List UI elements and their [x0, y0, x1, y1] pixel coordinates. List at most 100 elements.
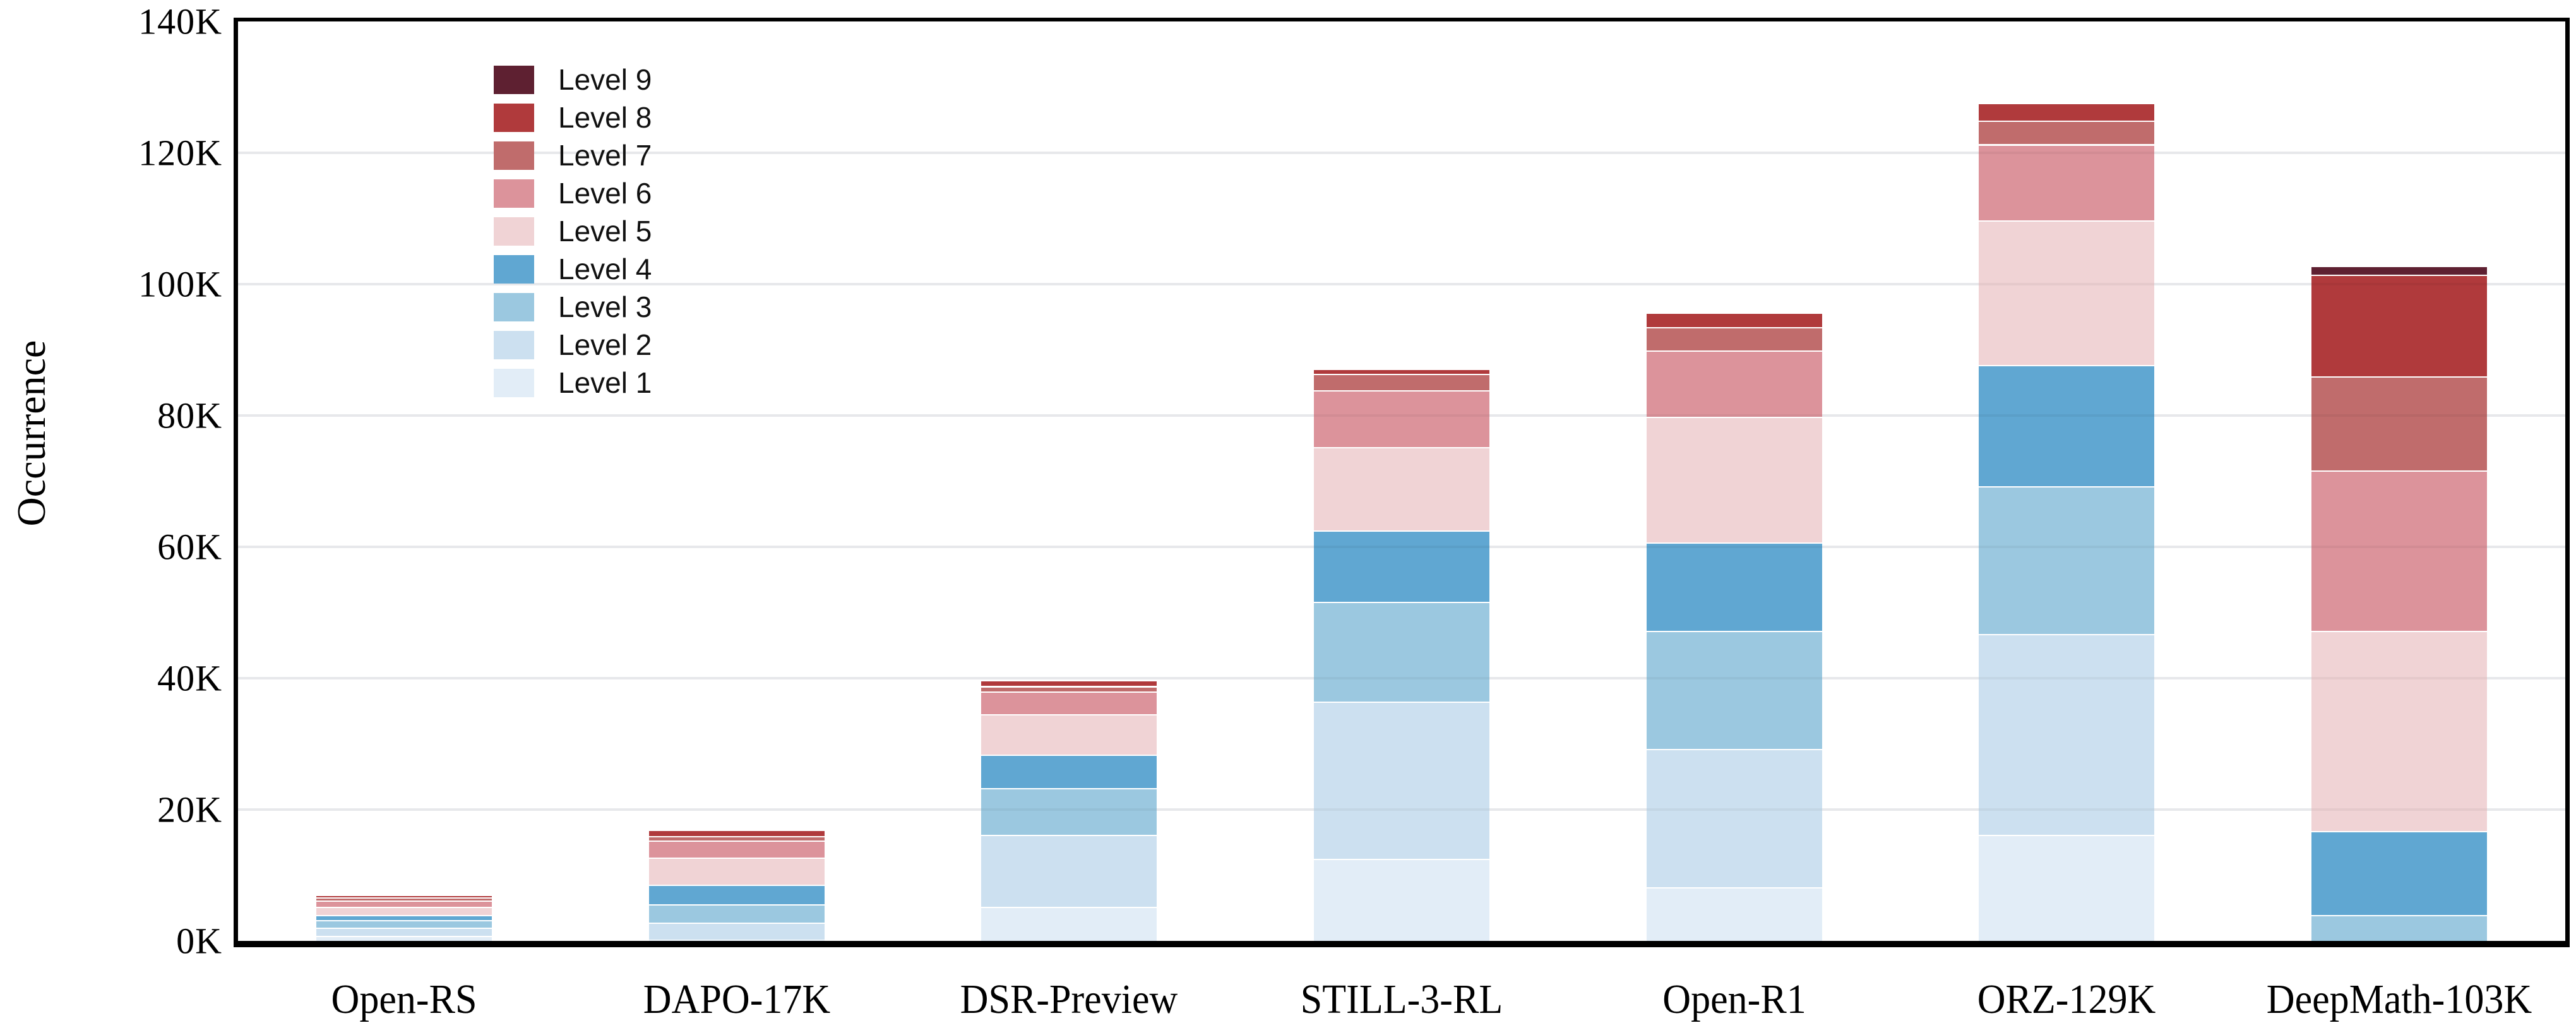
bar-segment-Open-R1-level-6 [1646, 350, 1822, 417]
legend-label: Level 5 [558, 215, 652, 248]
bar-segment-Open-RS-level-2 [316, 927, 492, 936]
bar-segment-DSR-Preview-level-4 [981, 755, 1157, 789]
bar-segment-STILL-3-RL-level-8 [1314, 369, 1489, 374]
legend-swatch-icon [494, 217, 534, 246]
gridline-60K [238, 546, 2565, 548]
legend-label: Level 1 [558, 366, 652, 399]
bar-segment-DeepMath-103K-level-4 [2311, 831, 2487, 916]
bar-segment-DAPO-17K-level-4 [648, 885, 825, 904]
bar-segment-Open-R1-level-2 [1646, 749, 1822, 887]
bar-segment-Open-RS-level-4 [316, 914, 492, 921]
legend-item-level-4: Level 4 [494, 250, 652, 288]
legend-swatch-icon [494, 103, 534, 132]
bar-segment-STILL-3-RL-level-7 [1314, 374, 1489, 391]
bar-segment-Open-R1-level-5 [1646, 417, 1822, 542]
bar-segment-DAPO-17K-level-8 [648, 830, 825, 837]
bar-segment-ORZ-129K-level-1 [1979, 834, 2155, 941]
bar-segment-Open-R1-level-3 [1646, 631, 1822, 750]
bar-segment-Open-R1-level-7 [1646, 326, 1822, 351]
legend-item-level-9: Level 9 [494, 61, 652, 99]
legend: Level 9 Level 8 Level 7 Level 6 Level 5 Level… [494, 61, 652, 402]
bar-ORZ-129K [1979, 21, 2155, 941]
bar-segment-DAPO-17K-level-7 [648, 836, 825, 841]
bar-segment-DAPO-17K-level-6 [648, 841, 825, 858]
bar-Open-RS [316, 21, 492, 941]
legend-swatch-icon [494, 330, 534, 359]
legend-swatch-icon [494, 179, 534, 208]
bar-segment-ORZ-129K-level-2 [1979, 634, 2155, 835]
bar-segment-DeepMath-103K-level-3 [2311, 915, 2487, 941]
bar-segment-Open-R1-level-8 [1646, 312, 1822, 327]
bar-segment-STILL-3-RL-level-1 [1314, 859, 1489, 941]
bar-segment-DSR-Preview-level-5 [981, 714, 1157, 755]
legend-label: Level 4 [558, 253, 652, 285]
bar-segment-DAPO-17K-level-1 [648, 939, 825, 941]
bar-segment-DAPO-17K-level-3 [648, 904, 825, 923]
legend-item-level-7: Level 7 [494, 136, 652, 174]
bar-segment-DSR-Preview-level-8 [981, 679, 1157, 686]
bar-segment-STILL-3-RL-level-4 [1314, 530, 1489, 602]
y-tick-label-60K: 60K [157, 526, 222, 568]
bar-segment-ORZ-129K-level-7 [1979, 121, 2155, 145]
legend-swatch-icon [494, 292, 534, 321]
x-category-label-Open-RS: Open-RS [331, 976, 477, 1022]
bar-segment-Open-R1-level-1 [1646, 887, 1822, 941]
legend-label: Level 7 [558, 139, 652, 172]
bar-segment-ORZ-129K-level-5 [1979, 220, 2155, 365]
bar-STILL-3-RL [1314, 21, 1489, 941]
legend-item-level-2: Level 2 [494, 326, 652, 364]
legend-item-level-3: Level 3 [494, 288, 652, 326]
bar-segment-Open-RS-level-3 [316, 920, 492, 928]
legend-label: Level 9 [558, 63, 652, 96]
legend-swatch-icon [494, 368, 534, 397]
x-category-label-ORZ-129K: ORZ-129K [1977, 976, 2156, 1022]
bar-segment-STILL-3-RL-level-6 [1314, 390, 1489, 447]
x-category-label-Open-R1: Open-R1 [1662, 976, 1806, 1022]
gridline-120K [238, 152, 2565, 154]
bar-segment-Open-RS-level-1 [316, 935, 492, 941]
bar-segment-DSR-Preview-level-3 [981, 788, 1157, 835]
bar-segment-STILL-3-RL-level-5 [1314, 446, 1489, 530]
bar-segment-DeepMath-103K-level-7 [2311, 376, 2487, 471]
bar-segment-DeepMath-103K-level-5 [2311, 631, 2487, 832]
x-category-label-DeepMath-103K: DeepMath-103K [2266, 976, 2532, 1022]
legend-label: Level 8 [558, 101, 652, 134]
bar-segment-Open-RS-level-8 [316, 894, 492, 898]
legend-swatch-icon [494, 65, 534, 94]
x-category-label-STILL-3-RL: STILL-3-RL [1300, 976, 1503, 1022]
y-tick-label-140K: 140K [138, 1, 222, 42]
bar-segment-Open-R1-level-4 [1646, 542, 1822, 631]
bar-segment-DAPO-17K-level-5 [648, 858, 825, 885]
bar-DeepMath-103K [2311, 21, 2487, 941]
bar-segment-DSR-Preview-level-7 [981, 686, 1157, 691]
bar-segment-STILL-3-RL-level-2 [1314, 702, 1489, 859]
legend-item-level-8: Level 8 [494, 99, 652, 136]
legend-label: Level 2 [558, 328, 652, 361]
legend-item-level-5: Level 5 [494, 212, 652, 250]
bar-segment-DAPO-17K-level-2 [648, 922, 825, 940]
x-category-label-DSR-Preview: DSR-Preview [960, 976, 1178, 1022]
bar-segment-Open-RS-level-6 [316, 900, 492, 907]
y-tick-label-40K: 40K [157, 657, 222, 699]
y-tick-label-20K: 20K [157, 789, 222, 830]
legend-label: Level 6 [558, 177, 652, 210]
gridline-100K [238, 283, 2565, 285]
x-category-label-DAPO-17K: DAPO-17K [643, 976, 831, 1022]
bar-segment-DSR-Preview-level-6 [981, 691, 1157, 714]
legend-swatch-icon [494, 254, 534, 284]
bar-segment-ORZ-129K-level-4 [1979, 364, 2155, 487]
bar-segment-ORZ-129K-level-3 [1979, 486, 2155, 635]
legend-swatch-icon [494, 141, 534, 170]
bar-DSR-Preview [981, 21, 1157, 941]
gridline-20K [238, 808, 2565, 811]
y-tick-label-120K: 120K [138, 132, 222, 174]
legend-item-level-1: Level 1 [494, 364, 652, 402]
y-tick-label-100K: 100K [138, 263, 222, 305]
bar-segment-DeepMath-103K-level-6 [2311, 470, 2487, 631]
gridline-40K [238, 677, 2565, 679]
bar-segment-Open-RS-level-5 [316, 906, 492, 915]
bar-segment-Open-RS-level-7 [316, 897, 492, 901]
bar-segment-STILL-3-RL-level-3 [1314, 602, 1489, 702]
bar-segment-DeepMath-103K-level-9 [2311, 265, 2487, 275]
